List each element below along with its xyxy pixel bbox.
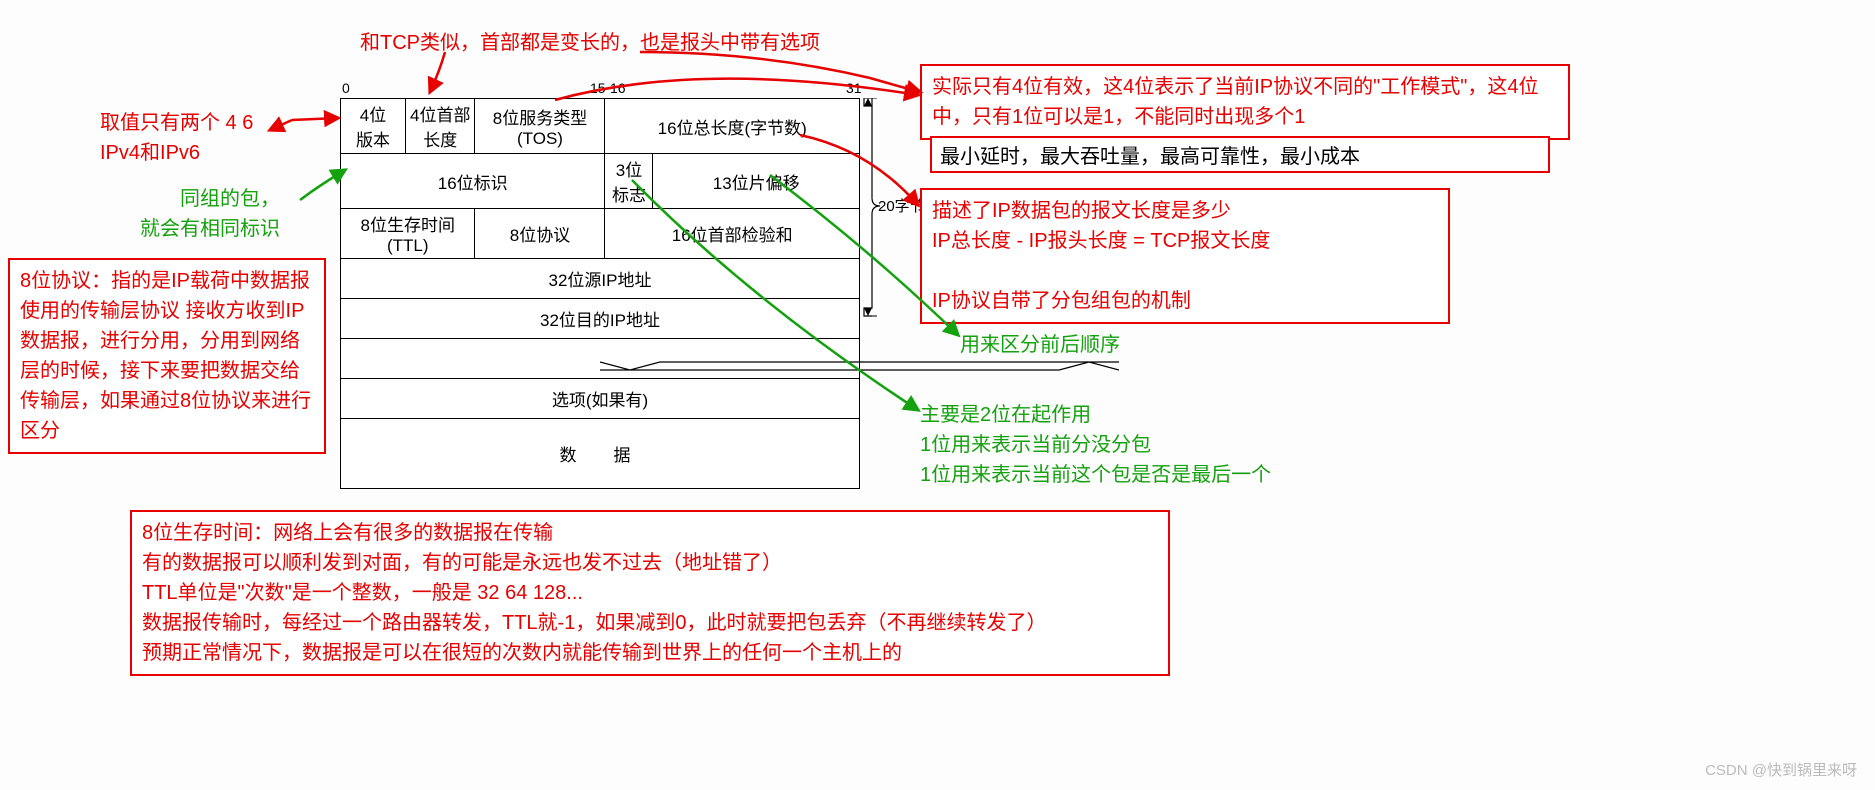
scale-0: 0 [342,80,350,96]
cell-ihl: 4位首部 长度 [406,99,475,154]
ann-len: 描述了IP数据包的报文长度是多少 IP总长度 - IP报头长度 = TCP报文长… [920,188,1450,324]
ann-top: 和TCP类似，首部都是变长的，也是报头中带有选项 [360,28,820,58]
cell-version: 4位 版本 [341,99,406,154]
watermark: CSDN @快到锅里来呀 [1705,759,1857,780]
cell-flags: 3位 标志 [605,154,653,209]
ann-ttl: 8位生存时间：网络上会有很多的数据报在传输 有的数据报可以顺利发到对面，有的可能… [130,510,1170,676]
cell-zig-top [341,339,860,379]
ann-flag: 主要是2位在起作用 1位用来表示当前分没分包 1位用来表示当前这个包是否是最后一… [920,400,1271,490]
cell-total-len: 16位总长度(字节数) [605,99,860,154]
cell-frag-offset: 13位片偏移 [653,154,860,209]
ann-proto: 8位协议：指的是IP载荷中数据报使用的传输层协议 接收方收到IP数据报，进行分用… [8,258,326,454]
ann-tos-sub: 最小延时，最大吞吐量，最高可靠性，最小成本 [930,136,1550,173]
ann-offset: 用来区分前后顺序 [960,330,1120,360]
cell-dst-ip: 32位目的IP地址 [341,299,860,339]
ann-tos: 实际只有4位有效，这4位表示了当前IP协议不同的"工作模式"，这4位中，只有1位… [920,64,1570,140]
cell-ident: 16位标识 [341,154,605,209]
cell-tos: 8位服务类型 (TOS) [475,99,605,154]
ann-ident: 同组的包， 就会有相同标识 [140,184,280,244]
ip-header-table: 4位 版本 4位首部 长度 8位服务类型 (TOS) 16位总长度(字节数) 1… [340,98,860,489]
scale-16: 16 [610,80,626,96]
cell-ttl: 8位生存时间 (TTL) [341,209,475,259]
scale-31: 31 [846,80,862,96]
ann-version: 取值只有两个 4 6 IPv4和IPv6 [100,108,253,168]
cell-src-ip: 32位源IP地址 [341,259,860,299]
cell-protocol: 8位协议 [475,209,605,259]
scale-15: 15 [590,80,606,96]
cell-checksum: 16位首部检验和 [605,209,860,259]
brace-label: 20字节 [878,195,925,216]
cell-options: 选项(如果有) [341,379,860,419]
cell-data: 数 据 [341,419,860,489]
